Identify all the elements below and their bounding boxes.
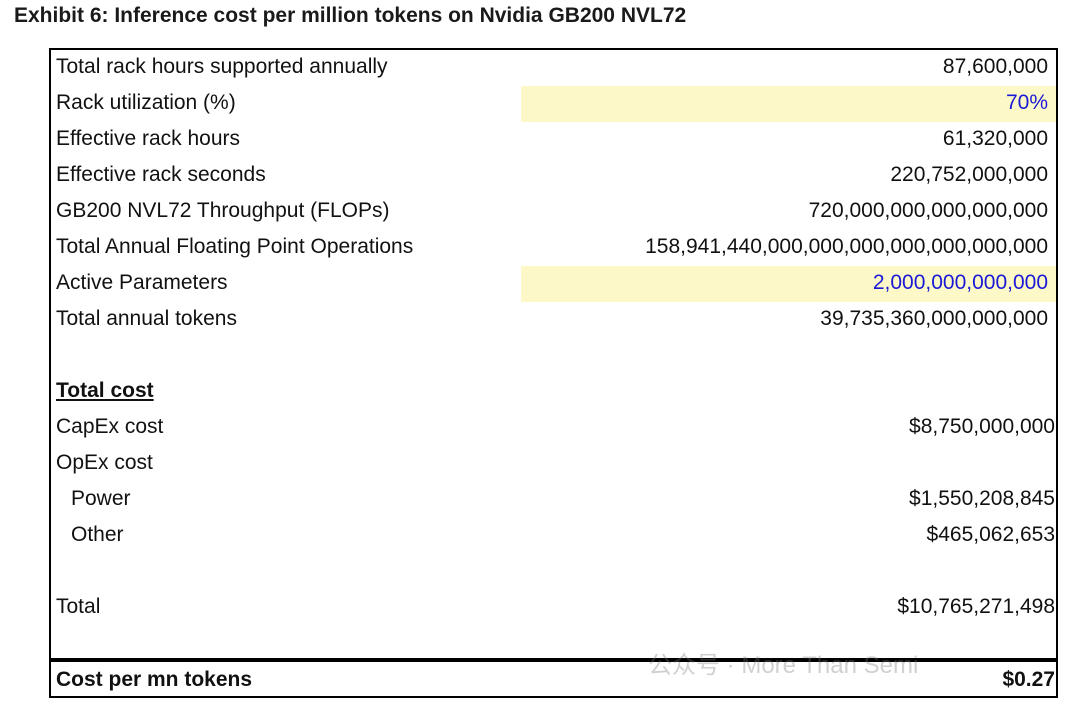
metric-label: GB200 NVL72 Throughput (FLOPs): [56, 199, 390, 222]
metric-label: Total annual tokens: [56, 307, 237, 330]
result-label: Cost per mn tokens: [56, 668, 253, 691]
result-value: $0.27: [1002, 668, 1055, 691]
metric-value: 158,941,440,000,000,000,000,000,000,000: [645, 235, 1048, 258]
metric-row: Active Parameters 2,000,000,000,000: [51, 266, 1056, 302]
cost-label: OpEx cost: [56, 451, 153, 474]
cost-label: Power: [71, 487, 131, 510]
metric-value: 87,600,000: [942, 55, 1048, 78]
cost-row: CapEx cost $8,750,000,000: [51, 410, 1056, 446]
metric-value: 2,000,000,000,000: [872, 271, 1048, 294]
input-highlight: [521, 86, 1056, 122]
metric-value: 61,320,000: [942, 127, 1048, 150]
metric-value: 70%: [1005, 91, 1048, 114]
cost-table: Cost per mn tokens $0.27 Total rack hour…: [49, 48, 1058, 698]
cost-heading-row: Total cost: [51, 374, 1056, 410]
input-highlight: [521, 266, 1056, 302]
cost-label: Other: [71, 523, 124, 546]
cost-value: $8,750,000,000: [909, 415, 1055, 438]
metric-label: Effective rack seconds: [56, 163, 266, 186]
metric-row: Effective rack hours 61,320,000: [51, 122, 1056, 158]
watermark: 公众号 · More Than Semi: [648, 652, 919, 679]
cost-row: OpEx cost: [51, 446, 1056, 482]
metric-value: 39,735,360,000,000,000: [820, 307, 1048, 330]
cost-row: Other $465,062,653: [51, 518, 1056, 554]
metric-value: 720,000,000,000,000,000: [808, 199, 1048, 222]
cost-value: $465,062,653: [926, 523, 1055, 546]
cost-row: Power $1,550,208,845: [51, 482, 1056, 518]
metric-label: Total Annual Floating Point Operations: [56, 235, 414, 258]
result-row: Cost per mn tokens $0.27: [51, 658, 1056, 700]
metric-row: Rack utilization (%) 70%: [51, 86, 1056, 122]
total-label: Total: [56, 595, 101, 618]
cost-heading: Total cost: [56, 379, 154, 402]
metric-label: Total rack hours supported annually: [56, 55, 388, 78]
metric-label: Rack utilization (%): [56, 91, 236, 114]
cost-label: CapEx cost: [56, 415, 164, 438]
cost-value: $1,550,208,845: [909, 487, 1055, 510]
total-row: Total $10,765,271,498: [51, 590, 1056, 626]
metric-row: GB200 NVL72 Throughput (FLOPs) 720,000,00…: [51, 194, 1056, 230]
metric-row: Total annual tokens 39,735,360,000,000,00…: [51, 302, 1056, 338]
metric-row: Total Annual Floating Point Operations 15…: [51, 230, 1056, 266]
title: Exhibit 6: Inference cost per million to…: [14, 4, 687, 27]
metric-row: Effective rack seconds 220,752,000,000: [51, 158, 1056, 194]
metric-row: Total rack hours supported annually 87,60…: [51, 50, 1056, 86]
metric-label: Effective rack hours: [56, 127, 241, 150]
metric-label: Active Parameters: [56, 271, 228, 294]
metric-value: 220,752,000,000: [890, 163, 1048, 186]
total-value: $10,765,271,498: [897, 595, 1055, 618]
